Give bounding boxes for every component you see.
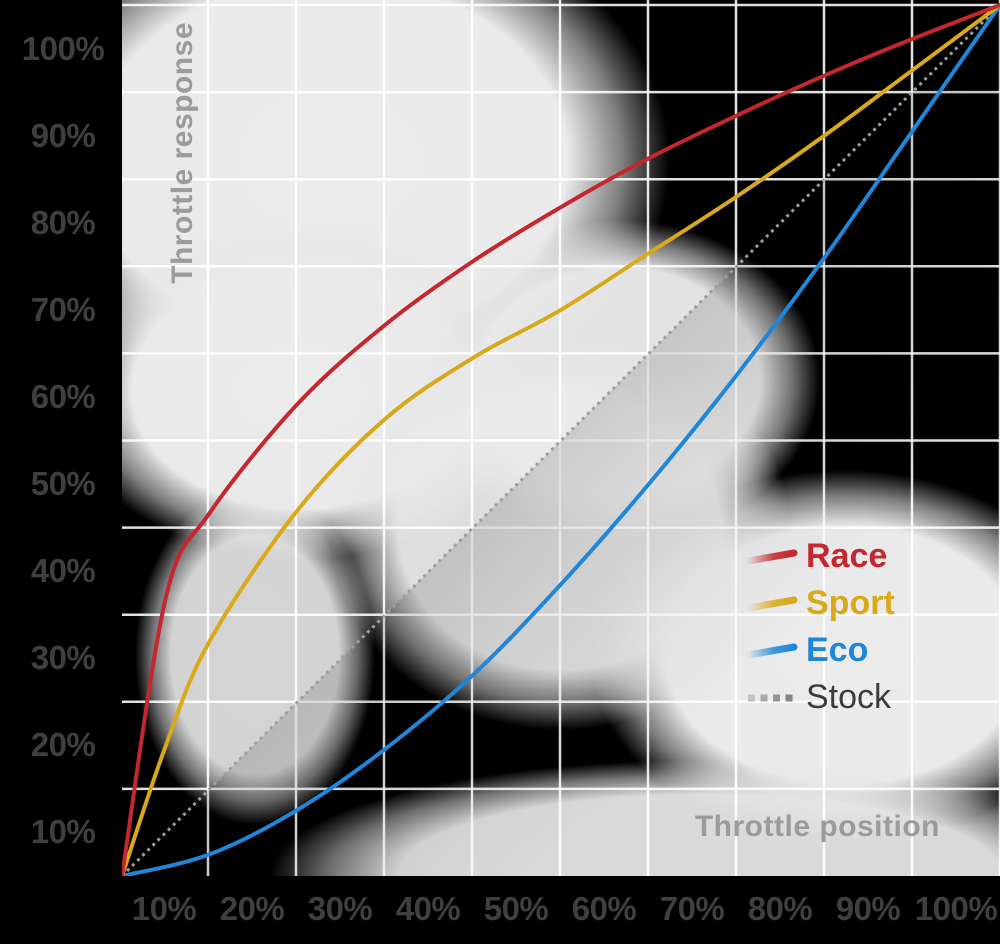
sport-swatch-icon bbox=[746, 596, 798, 611]
curve-eco bbox=[122, 3, 1000, 876]
y-tick-80%: 80% bbox=[30, 203, 96, 241]
legend-label-race: Race bbox=[806, 536, 888, 575]
legend-item-sport[interactable]: Sport bbox=[746, 579, 895, 626]
x-tick-90%: 90% bbox=[835, 890, 901, 927]
y-tick-20%: 20% bbox=[30, 726, 96, 764]
race-swatch-icon bbox=[746, 549, 798, 564]
legend-item-race[interactable]: Race bbox=[746, 532, 895, 579]
stock-swatch-icon bbox=[748, 694, 793, 701]
x-tick-60%: 60% bbox=[571, 890, 637, 927]
y-tick-90%: 90% bbox=[30, 116, 96, 154]
x-tick-70%: 70% bbox=[659, 890, 725, 927]
y-tick-70%: 70% bbox=[30, 290, 96, 328]
y-tick-40%: 40% bbox=[30, 552, 96, 590]
legend-label-stock: Stock bbox=[806, 677, 892, 716]
y-tick-60%: 60% bbox=[30, 377, 96, 415]
x-tick-20%: 20% bbox=[219, 890, 285, 927]
curve-sport bbox=[122, 3, 1000, 876]
y-tick-30%: 30% bbox=[30, 639, 96, 677]
y-tick-10%: 10% bbox=[30, 813, 96, 851]
y-tick-50%: 50% bbox=[30, 465, 96, 502]
legend-label-eco: Eco bbox=[806, 630, 869, 669]
y-tick-100%: 100% bbox=[21, 29, 105, 67]
x-tick-50%: 50% bbox=[483, 890, 549, 927]
eco-swatch-icon bbox=[746, 643, 798, 658]
legend-item-stock[interactable]: Stock bbox=[746, 673, 895, 720]
legend: Race Sport Eco Stock bbox=[746, 532, 895, 720]
legend-item-eco[interactable]: Eco bbox=[746, 626, 895, 673]
x-tick-10%: 10% bbox=[131, 890, 197, 927]
x-tick-100%: 100% bbox=[914, 890, 998, 927]
x-tick-40%: 40% bbox=[395, 890, 461, 927]
x-tick-30%: 30% bbox=[307, 890, 373, 927]
legend-label-sport: Sport bbox=[806, 583, 895, 622]
y-axis-title: Throttle response bbox=[166, 22, 199, 284]
x-axis-title: Throttle position bbox=[694, 810, 940, 843]
curve-race bbox=[122, 3, 1000, 876]
x-tick-80%: 80% bbox=[747, 890, 813, 927]
